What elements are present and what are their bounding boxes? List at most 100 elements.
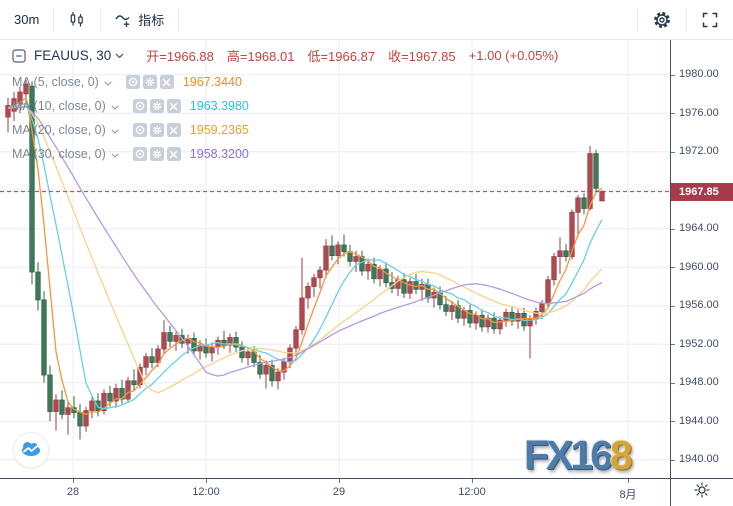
candle-body [293, 329, 299, 349]
visibility-button[interactable] [132, 147, 147, 161]
ma-buttons [125, 75, 174, 89]
candle-body [587, 153, 593, 209]
ma-indicator-row: MA (10, close, 0) 1963.3980 [12, 94, 249, 118]
fx168-logo: FX168 [524, 432, 633, 479]
candle-body [161, 332, 167, 350]
candle-body [131, 380, 137, 386]
ma-buttons [132, 147, 181, 161]
candle-body [17, 91, 23, 105]
time-axis-tick [73, 479, 74, 483]
ma-label[interactable]: MA (20, close, 0) [12, 123, 106, 137]
visibility-button[interactable] [132, 123, 147, 137]
ohlc-low: 低=1966.87 [307, 49, 376, 64]
price-axis-label: 1976.00 [679, 106, 719, 119]
candle-body [449, 305, 455, 312]
price-axis-tick [671, 228, 675, 230]
remove-button[interactable] [166, 147, 181, 161]
candle-body [269, 364, 275, 382]
ma-buttons [132, 123, 181, 137]
candle-body [233, 337, 239, 348]
candle-body [245, 351, 251, 359]
candle-body [401, 279, 407, 294]
time-axis-label: 29 [332, 486, 346, 498]
time-axis-tick [339, 479, 340, 483]
ohlc-high: 高=1968.01 [226, 49, 295, 64]
candle-body [83, 410, 89, 427]
remove-button[interactable] [166, 123, 181, 137]
market-data-button[interactable] [13, 432, 49, 468]
candle-body [41, 299, 47, 376]
price-axis-tick [671, 267, 675, 269]
candle-body [545, 279, 551, 305]
settings-button[interactable] [638, 0, 686, 40]
collapse-icon[interactable] [12, 48, 26, 63]
candle-body [539, 303, 545, 312]
candle-body [59, 399, 65, 415]
fullscreen-button[interactable] [687, 0, 733, 40]
timeframe-button[interactable]: 30m [0, 0, 53, 40]
ma-line [7, 105, 603, 394]
toolbar-separator [637, 7, 638, 32]
price-axis[interactable]: 1980.00 1976.00 1972.00 1964.00 1960.00 1956.… [670, 40, 733, 478]
settings-button[interactable] [149, 123, 164, 137]
candle-body [323, 245, 329, 271]
chevron-down-icon[interactable] [115, 53, 124, 59]
fullscreen-icon [701, 11, 719, 29]
candle-body [341, 244, 347, 253]
ma-label[interactable]: MA (5, close, 0) [12, 75, 99, 89]
time-axis-tick [628, 479, 629, 483]
candle-body [407, 281, 413, 294]
ma-label[interactable]: MA (10, close, 0) [12, 99, 106, 113]
remove-button[interactable] [166, 99, 181, 113]
visibility-button[interactable] [132, 99, 147, 113]
candle-body [593, 153, 599, 189]
symbol-name[interactable]: FEAUUS, 30 [34, 48, 112, 63]
candle-body [467, 310, 473, 324]
time-axis-label: 8月 [619, 489, 637, 501]
candle-body [515, 312, 521, 322]
candle-body [497, 319, 503, 330]
ma-label[interactable]: MA (30, close, 0) [12, 147, 106, 161]
price-axis-tick [671, 382, 675, 384]
ohlc-close: 收=1967.85 [388, 49, 456, 64]
axis-settings-cell[interactable] [670, 478, 733, 506]
indicators-button[interactable]: 指标 [101, 0, 178, 40]
indicator-wave-plus-icon [115, 11, 132, 29]
candle-body [35, 271, 41, 301]
current-price-tag: 1967.85 [671, 182, 733, 201]
chevron-down-icon[interactable] [111, 152, 119, 158]
settings-button[interactable] [142, 75, 157, 89]
settings-button[interactable] [149, 147, 164, 161]
chevron-down-icon[interactable] [111, 104, 119, 110]
remove-button[interactable] [159, 75, 174, 89]
candle-body [377, 268, 383, 280]
time-axis-label: 28 [66, 486, 80, 498]
time-axis-tick [472, 479, 473, 483]
price-axis-label: 1956.00 [679, 299, 719, 312]
candle-body [29, 85, 35, 273]
ma-line [7, 97, 603, 415]
price-axis-label: 1948.00 [679, 376, 719, 389]
settings-button[interactable] [149, 99, 164, 113]
candle-body [191, 337, 197, 352]
time-axis[interactable]: 28 12:00 29 12:00 8月 [0, 478, 733, 506]
candle-body [335, 244, 341, 257]
chart-style-button[interactable] [54, 0, 100, 40]
candle-body [173, 335, 179, 342]
fx168-logo-blue: FX16 [524, 432, 613, 478]
toolbar: 30m 指标 [0, 0, 733, 40]
toolbar-separator [686, 7, 687, 32]
candle-body [551, 256, 557, 281]
chevron-down-icon[interactable] [111, 128, 119, 134]
candle-body [569, 211, 575, 258]
chevron-down-icon[interactable] [104, 80, 112, 86]
visibility-button[interactable] [125, 75, 140, 89]
candle-body [353, 256, 359, 262]
candle-body [257, 362, 263, 375]
candle-body [365, 263, 371, 272]
candle-body [473, 314, 479, 324]
candle-body [101, 392, 107, 411]
candlestick-chart-canvas[interactable] [0, 40, 670, 478]
time-axis-label: 12:00 [192, 486, 220, 498]
timeframe-label: 30m [14, 12, 40, 27]
